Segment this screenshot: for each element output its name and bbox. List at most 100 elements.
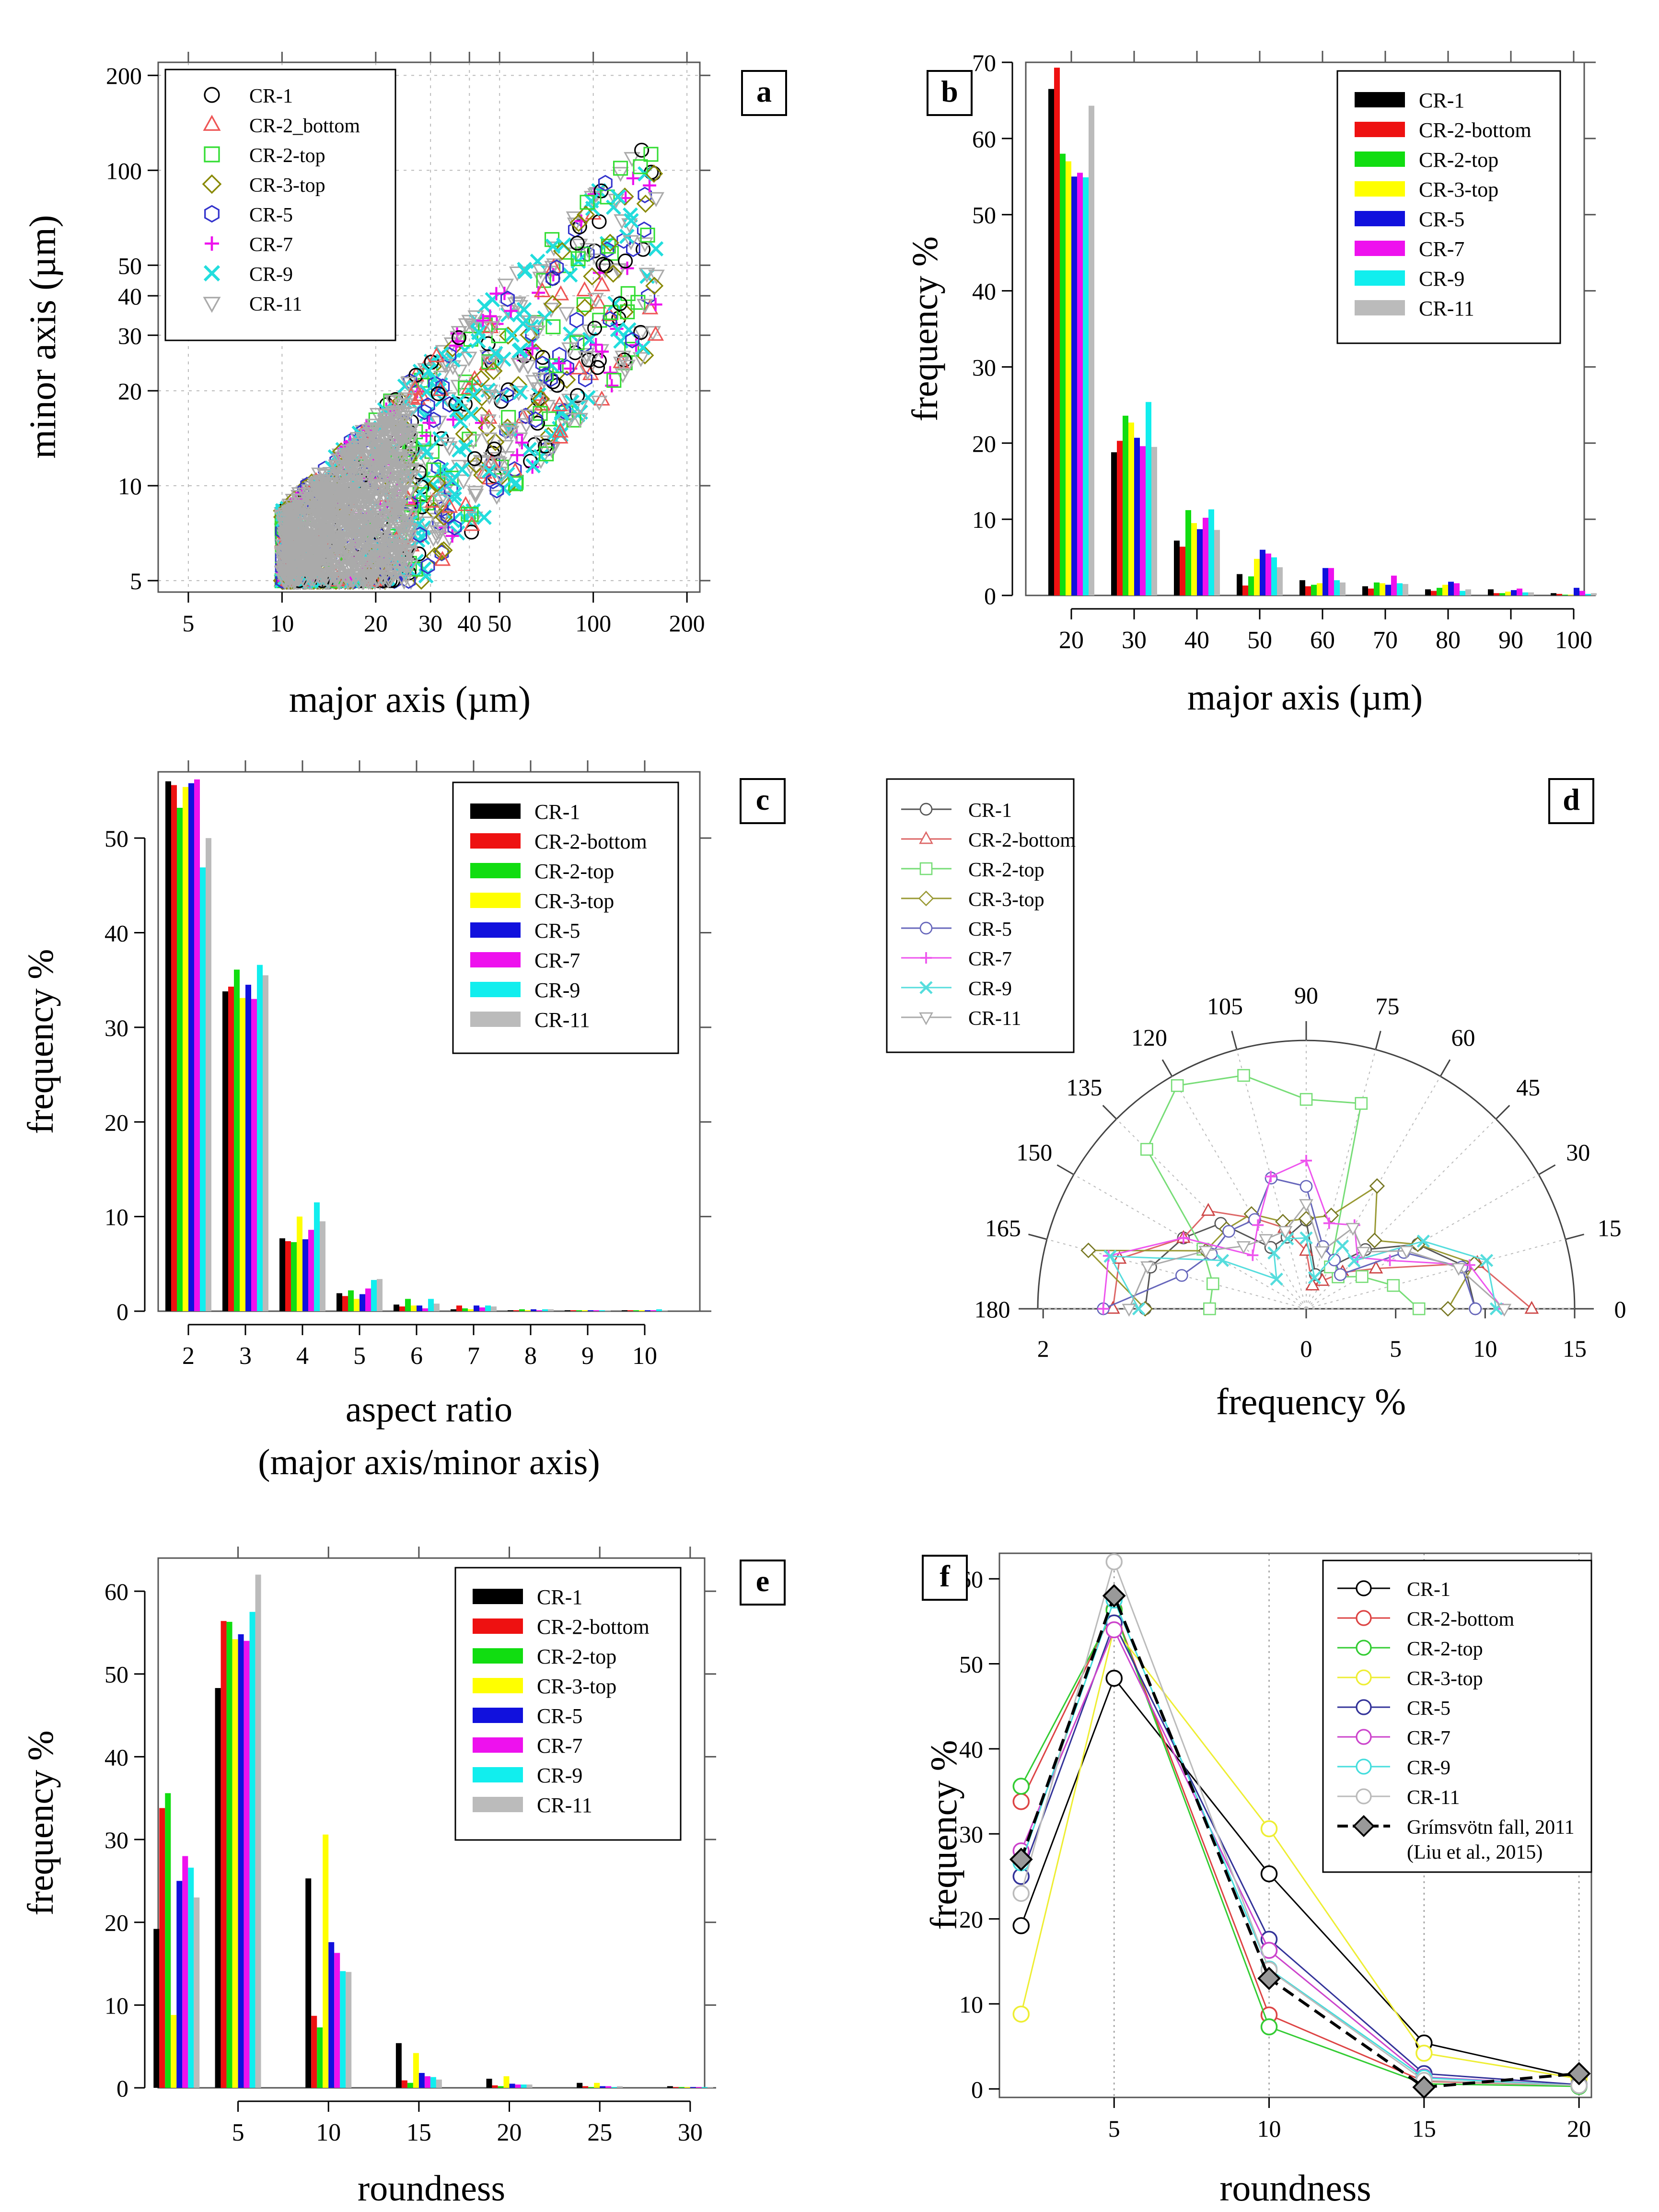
legend-box [886,778,1075,1053]
bar-CR-1-20 [1048,89,1054,596]
scatter-point-CR-2-top [603,305,618,320]
scatter-point-CR-1 [612,296,627,312]
polar-point-CR-2-top [1356,1270,1369,1283]
legend-label: CR-7 [1419,237,1464,261]
legend-marker [919,831,933,844]
scatter-point-core [397,392,414,407]
scatter-point-CR-2-bottom [552,428,568,444]
bar-CR-9-10 [340,1971,346,2088]
bar-CR-3-top-20 [503,2076,510,2088]
polar-point-CR-11 [1451,1263,1466,1276]
scatter-point-core [330,572,348,588]
scatter-point-CR-3-top [576,298,594,317]
polar-point-CR-5 [1222,1225,1235,1238]
polar-angle-tick [1028,1234,1047,1240]
scatter-point-core [362,544,380,560]
bar-CR-3-top-20 [1066,161,1071,595]
scatter-point-CR-9 [511,343,527,359]
polar-point-CR-2-top [1355,1097,1368,1110]
scatter-point-core [342,506,359,521]
scatter-point-CR-2-bottom [552,422,569,438]
x-tick-label: 15 [406,2119,431,2146]
scatter-point-CR-5 [442,396,457,413]
x-tick-label: 10 [316,2119,341,2146]
bar-CR-2-bottom-6 [399,1306,405,1311]
bar-CR-11-8 [548,1309,554,1311]
polar-spoke [1073,1174,1307,1309]
bar-CR-5-30 [690,2087,696,2088]
legend-swatch [470,982,521,997]
bar-CR-5-20 [509,2084,515,2088]
bar-CR-3-top-0-5 [171,2015,177,2088]
polar-angle-tick [1439,1059,1451,1077]
scatter-point-CR-5 [417,404,432,420]
bar-CR-9-10 [656,1309,662,1311]
panel-label: f [940,1559,950,1593]
legend-label: CR-5 [1407,1698,1450,1720]
scatter-point-core [308,539,325,555]
polar-point-CR-11 [1314,1246,1329,1259]
line-point-CR-2-bottom [1012,1793,1030,1810]
y-tick-label: 40 [104,1744,128,1770]
scatter-point-core [317,469,335,485]
line-point-CR-1 [1260,1865,1278,1883]
bar-CR-7-20 [515,2084,521,2088]
polar-line-CR-11 [1128,1202,1505,1310]
legend-swatch [1355,181,1405,197]
scatter-point-core [356,556,373,572]
line-point-CR-1 [1105,1669,1123,1687]
x-tick-label: 15 [1412,2115,1436,2142]
bar-CR-9-9 [599,1310,605,1311]
scatter-point-CR-11 [610,264,627,279]
scatter-point-CR-2-bottom [551,396,568,411]
bar-CR-9-30 [701,2087,708,2088]
legend-swatch [470,893,521,908]
legend-swatch [473,1708,523,1723]
x-axis-title: frequency % [1216,1381,1406,1422]
scatter-point-CR-7 [510,448,524,462]
bar-CR-9-5 [371,1280,377,1311]
scatter-point-core [295,563,312,579]
scatter-point-CR-9 [512,384,528,400]
legend-label: CR-2-bottom [534,830,647,853]
bar-CR-9-4 [314,1202,320,1311]
scatter-point-CR-11 [637,299,653,314]
scatter-point-CR-5 [637,221,651,238]
scatter-point-core [291,570,308,586]
scatter-point-core [390,499,407,514]
scatter-point-core [395,521,412,537]
x-tick-label: 10 [270,610,294,637]
legend-label: CR-11 [249,293,302,315]
bar-CR-7-4 [308,1230,314,1311]
scatter-point-core [381,547,398,563]
scatter-point-CR-5 [500,291,515,307]
scatter-point-core [381,571,398,587]
bar-CR-7-2 [194,779,200,1311]
y-tick-label: 20 [972,430,996,457]
scatter-point-CR-2-bottom [409,389,427,405]
bar-CR-1-50 [1237,574,1242,595]
bar-CR-2-top-30 [1123,416,1128,595]
legend-label: CR-2-bottom [968,829,1076,851]
y-axis-title: frequency % [905,236,945,421]
polar-point-CR-11 [1356,1246,1370,1260]
line-point-Grímsvötn fall, 2011 [1567,2061,1591,2085]
scatter-point-CR-2-bottom [647,326,664,341]
scatter-point-CR-11 [483,321,500,337]
scatter-point-CR-1 [500,382,516,397]
scatter-point-CR-9 [458,439,474,455]
legend-marker [1356,1729,1372,1745]
scatter-point-CR-2-top [613,161,628,176]
legend-label: CR-1 [968,800,1012,822]
scatter-point-CR-11 [613,357,630,372]
bar-CR-9-70 [1397,583,1403,595]
polar-point-CR-2-top [1299,1093,1313,1106]
polar-angle-label: 75 [1376,992,1400,1019]
scatter-point-CR-11 [455,474,472,489]
scatter-point-CR-11 [497,279,514,294]
scatter-point-CR-9 [447,486,463,502]
scatter-point-CR-2-top [416,431,431,447]
bar-CR-11-90 [1528,592,1534,595]
legend-swatch [473,1737,523,1753]
scatter-point-core [318,479,336,494]
